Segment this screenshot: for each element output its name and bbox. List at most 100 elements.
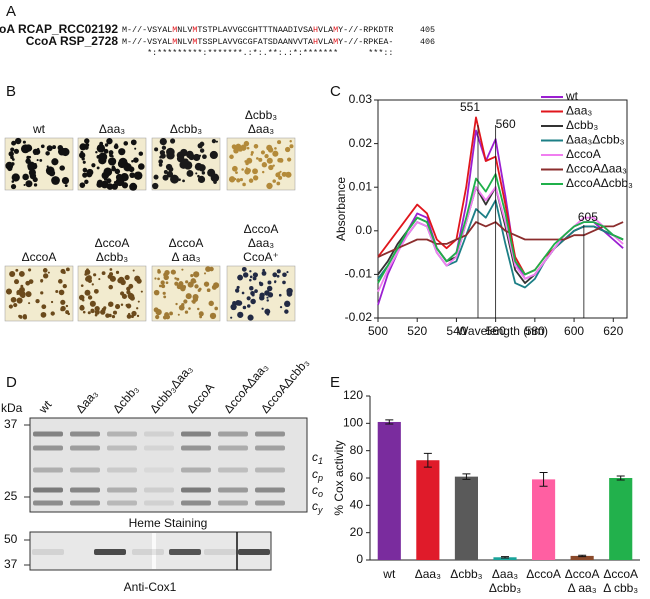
colony: [35, 299, 40, 304]
spectrum-line: [377, 173, 624, 284]
colony: [23, 183, 26, 187]
colony: [185, 293, 192, 300]
colony: [246, 157, 253, 164]
colony: [15, 137, 22, 145]
colony: [137, 300, 140, 303]
plot-frame: [377, 99, 628, 319]
gel-band: [107, 445, 137, 451]
colony: [193, 153, 201, 162]
y-tick-label: -0.01: [345, 267, 373, 281]
gel-caption: Anti-Cox1: [124, 580, 177, 594]
colony: [13, 303, 18, 308]
colony: [209, 312, 217, 320]
colony: [203, 272, 207, 275]
colony: [64, 184, 68, 188]
colony: [239, 177, 243, 182]
y-tick-label: 40: [350, 498, 364, 512]
colony: [278, 158, 284, 163]
colony: [123, 163, 132, 172]
colony: [248, 178, 254, 183]
colony: [65, 310, 70, 315]
heme-label-main: c: [312, 483, 318, 497]
y-axis-label: Absorbance: [334, 177, 348, 241]
gel-band: [33, 467, 63, 473]
colony: [51, 176, 60, 185]
strain-label: ΔccoA: [22, 250, 57, 264]
colony: [213, 282, 220, 289]
strain-label: ΔccoA: [95, 236, 130, 250]
colony: [192, 294, 199, 301]
sequence-segment: M-//-VSYAL: [122, 37, 172, 47]
strain-label: Δ aa₃: [172, 250, 201, 264]
colony: [272, 164, 275, 167]
sequence-segment: NLV: [177, 37, 192, 47]
sequence-segment: M: [172, 25, 177, 35]
sequence: M-//-VSYALMNLVMTSTPLAVVGCGHTTTNAADIVSAHV…: [122, 25, 393, 35]
colony: [163, 272, 168, 277]
colony: [113, 144, 119, 150]
colony: [24, 175, 28, 179]
sequence-segment: M: [192, 37, 197, 47]
colony: [115, 304, 121, 310]
colony: [236, 178, 241, 183]
colony: [101, 307, 106, 312]
colony: [60, 299, 66, 305]
colony: [163, 169, 168, 175]
gel-band: [70, 467, 100, 473]
colony: [267, 147, 274, 153]
x-tick-label: wt: [382, 567, 396, 581]
colony: [106, 178, 112, 184]
colony: [242, 182, 246, 187]
colony: [198, 311, 204, 317]
sequence-segment: M: [172, 37, 177, 47]
gel-band: [33, 500, 63, 506]
lane-label: Δaa₃: [73, 387, 101, 416]
colony: [208, 300, 214, 307]
colony: [209, 266, 214, 272]
x-tick-label: Δ aa₃: [568, 581, 597, 595]
gel-band: [33, 487, 63, 493]
colony: [84, 272, 88, 276]
colony: [182, 179, 185, 183]
colony: [94, 309, 100, 315]
colony: [267, 183, 272, 188]
x-tick-label: ΔccoA: [565, 567, 600, 581]
x-tick-label: 520: [407, 324, 427, 338]
sequence-segment: TSSPLAVVGCGFATSDAANVVTA: [197, 37, 314, 47]
y-tick-label: -0.02: [345, 310, 373, 324]
colony: [16, 292, 19, 296]
colony: [96, 181, 103, 188]
colony: [40, 279, 43, 283]
colony: [165, 314, 171, 320]
spectrum-line: [377, 186, 624, 293]
colony: [114, 168, 121, 175]
colony: [96, 144, 106, 153]
colony: [46, 165, 49, 168]
colony: [129, 172, 136, 179]
gel-band: [181, 445, 211, 451]
colony: [259, 292, 265, 298]
colony: [170, 174, 179, 184]
colony: [80, 150, 84, 154]
colony: [109, 272, 114, 277]
colony: [202, 154, 207, 160]
colony: [182, 158, 189, 165]
colony: [159, 137, 167, 146]
gel-band: [181, 487, 211, 493]
colony: [276, 181, 281, 186]
colony: [215, 140, 218, 143]
colony: [161, 145, 167, 150]
colony: [249, 286, 254, 291]
colony: [8, 151, 14, 157]
colony: [235, 147, 240, 152]
sequence-segment: H: [313, 25, 318, 35]
gel-band: [70, 431, 100, 437]
colony: [5, 288, 13, 295]
colony: [121, 182, 129, 189]
colony: [41, 304, 47, 310]
gel-band: [255, 487, 285, 493]
colony: [199, 141, 205, 147]
colony: [138, 163, 145, 170]
colony: [124, 274, 130, 281]
